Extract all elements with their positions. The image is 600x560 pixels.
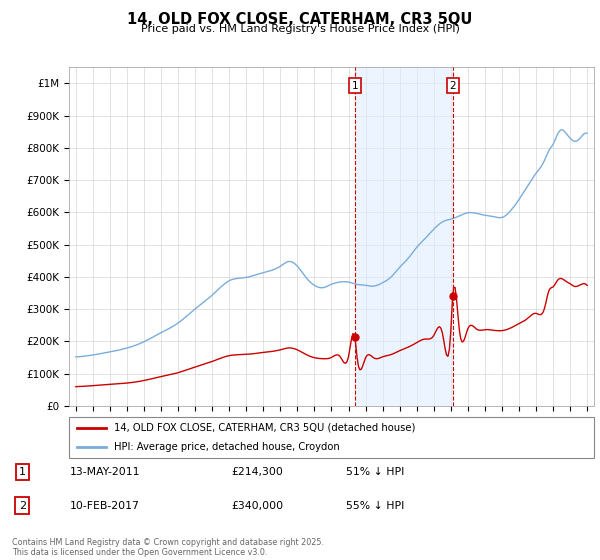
Text: 2: 2 — [19, 501, 26, 511]
Text: 1: 1 — [19, 467, 26, 477]
Text: 14, OLD FOX CLOSE, CATERHAM, CR3 5QU: 14, OLD FOX CLOSE, CATERHAM, CR3 5QU — [127, 12, 473, 27]
Bar — [355, 67, 452, 406]
Text: 55% ↓ HPI: 55% ↓ HPI — [346, 501, 404, 511]
Text: 14, OLD FOX CLOSE, CATERHAM, CR3 5QU (detached house): 14, OLD FOX CLOSE, CATERHAM, CR3 5QU (de… — [113, 423, 415, 433]
Text: Contains HM Land Registry data © Crown copyright and database right 2025.
This d: Contains HM Land Registry data © Crown c… — [12, 538, 324, 557]
Text: 2: 2 — [449, 81, 456, 91]
Text: HPI: Average price, detached house, Croydon: HPI: Average price, detached house, Croy… — [113, 442, 340, 452]
Text: 10-FEB-2017: 10-FEB-2017 — [70, 501, 139, 511]
Text: 1: 1 — [352, 81, 358, 91]
Text: £340,000: £340,000 — [231, 501, 283, 511]
Text: 13-MAY-2011: 13-MAY-2011 — [70, 467, 140, 477]
Text: £214,300: £214,300 — [231, 467, 283, 477]
Text: Price paid vs. HM Land Registry's House Price Index (HPI): Price paid vs. HM Land Registry's House … — [140, 24, 460, 34]
FancyBboxPatch shape — [69, 417, 594, 458]
Text: 51% ↓ HPI: 51% ↓ HPI — [346, 467, 404, 477]
